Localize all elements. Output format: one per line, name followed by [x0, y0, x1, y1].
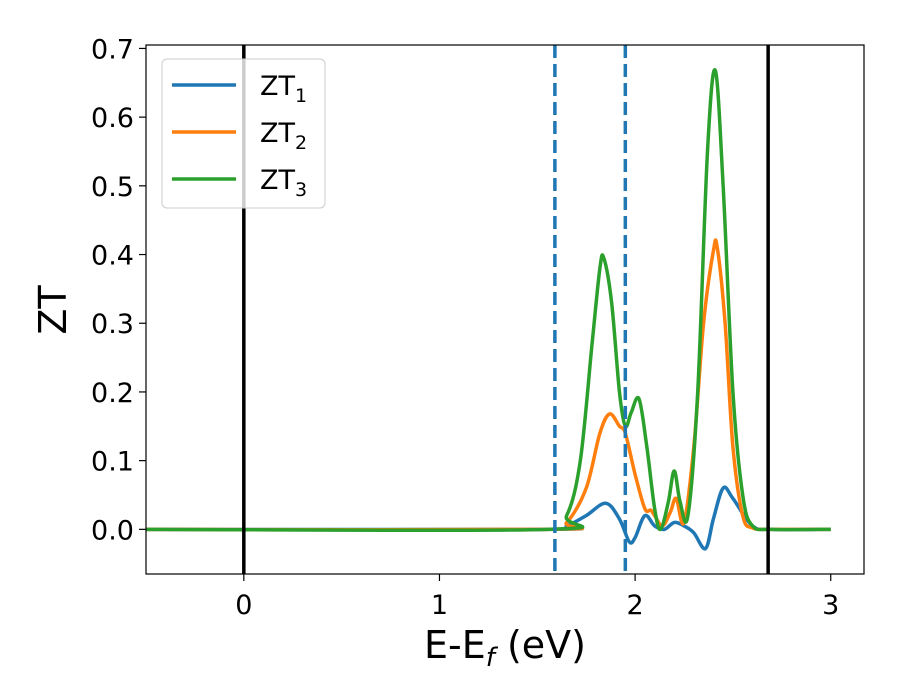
x-tick-label: 2 [627, 590, 644, 621]
plot-frame [145, 44, 865, 575]
ticks-layer: 0 1 2 3 0.0 0.1 0.2 0.3 0.4 0.5 0.6 0.7 [91, 34, 839, 621]
series-line-zt3 [145, 68, 831, 533]
y-tick-label: 0.6 [91, 103, 134, 134]
y-tick-label: 0.5 [91, 172, 134, 203]
legend-box [161, 58, 326, 209]
x-tick-label: 0 [235, 590, 252, 621]
legend-label-zt1: ZT1 [260, 71, 307, 107]
legend-entries: ZT1 ZT2 ZT3 [172, 71, 307, 201]
legend-label-zt2: ZT2 [260, 118, 307, 154]
y-tick-label: 0.3 [91, 309, 134, 340]
x-tick-label: 1 [431, 590, 448, 621]
x-tick-label: 3 [822, 590, 839, 621]
y-tick-label: 0.7 [91, 34, 134, 65]
legend: ZT1 ZT2 ZT3 [161, 58, 326, 209]
y-tick-label: 0.0 [91, 515, 134, 546]
x-axis-label: E-Ef (eV) [424, 623, 586, 673]
series-layer [145, 68, 831, 551]
y-axis-label: ZT [31, 285, 75, 335]
y-tick-label: 0.1 [91, 447, 134, 478]
y-tick-label: 0.4 [91, 241, 134, 272]
legend-label-zt3: ZT3 [260, 165, 307, 201]
y-tick-label: 0.2 [91, 378, 134, 409]
